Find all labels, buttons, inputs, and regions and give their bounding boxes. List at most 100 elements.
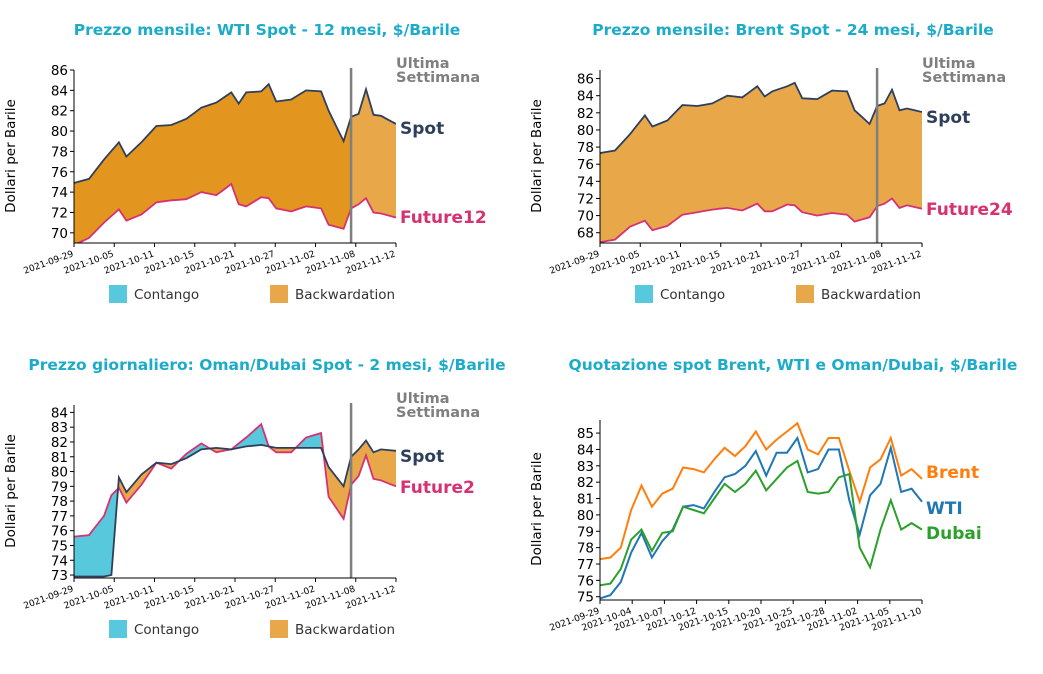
y-tick-label: 79 [577,524,594,540]
backwardation-area [749,85,758,208]
y-axis-label: Dollari per Barile [529,452,545,566]
series-label-brent: Brent [926,463,979,483]
legend-swatch-contango [109,620,127,638]
plot-area [74,422,396,578]
backwardation-area [779,85,788,209]
backwardation-area [388,449,396,487]
y-tick-label: 75 [577,590,594,606]
backwardation-area [223,91,232,191]
series-label-wti: WTI [926,499,963,519]
backwardation-area [260,83,270,199]
backwardation-area [88,168,97,239]
last-week-label-2: Settimana [396,405,480,421]
y-tick-label: 82 [577,106,594,122]
backwardation-area [652,123,661,231]
last-week-label-1: Ultima [396,391,450,407]
backwardation-area [373,448,382,481]
backwardation-area [388,119,396,218]
backwardation-area [283,99,292,212]
backwardation-area [824,90,833,215]
legend-contango: Contango [660,287,725,303]
backwardation-area [380,449,389,484]
backwardation-area [764,90,773,212]
future-label: Future24 [926,200,1013,220]
backwardation-area [861,116,870,220]
y-axis-label: Dollari per Barile [3,99,19,213]
backwardation-area [373,114,382,214]
backwardation-area [335,125,344,230]
y-tick-label: 86 [577,72,594,88]
backwardation-area [163,124,172,202]
legend-swatch-contango [109,285,127,303]
backwardation-area [365,89,374,213]
plot-area [599,421,923,600]
backwardation-area [786,82,796,206]
backwardation-area [719,95,728,210]
backwardation-area [607,150,616,242]
y-tick-label: 86 [51,63,68,79]
y-tick-label: 84 [51,83,68,99]
backwardation-area [126,148,135,222]
series-line-brent [599,421,923,561]
backwardation-area [103,150,112,224]
backwardation-area [268,84,277,210]
y-tick-label: 79 [51,479,68,495]
last-week-label-2: Settimana [396,70,480,86]
y-tick-label: 80 [51,465,68,481]
future-line [600,197,922,243]
backwardation-area [771,88,781,212]
legend-contango: Contango [134,287,199,303]
backwardation-area [253,91,262,203]
backwardation-area [148,125,157,210]
backwardation-area [600,151,608,243]
backwardation-area [741,91,751,211]
future-label: Future2 [400,478,475,498]
backwardation-area [156,125,165,203]
backwardation-area [831,90,840,215]
y-tick-label: 70 [51,226,68,242]
last-week-label-1: Ultima [396,56,450,72]
backwardation-area [682,104,691,216]
spot-line [600,81,922,154]
backwardation-area [208,102,217,196]
series-line-dubai [599,459,923,587]
future-label: Future12 [400,208,487,228]
backwardation-area [328,110,337,228]
legend-swatch-backwardation [796,285,814,303]
backwardation-area [380,115,389,216]
y-tick-label: 78 [577,140,594,156]
y-tick-label: 80 [577,508,594,524]
legend-backwardation: Backwardation [821,287,921,303]
backwardation-area [216,96,225,196]
backwardation-area [275,100,285,211]
backwardation-area [711,99,721,210]
y-tick-label: 76 [577,157,594,173]
backwardation-area [854,109,863,223]
backwardation-area [81,178,90,242]
axes: 75767778798081828384852021-09-292021-10-… [548,420,923,634]
chart-title: Quotazione spot Brent, WTI e Oman/Dubai,… [569,356,1018,374]
plot-area [74,82,396,243]
y-tick-label: 74 [51,185,68,201]
backwardation-area [899,108,908,209]
y-tick-label: 84 [51,405,68,421]
y-tick-label: 76 [577,573,594,589]
backwardation-area [193,107,202,197]
y-tick-label: 82 [51,435,68,451]
backwardation-area [186,112,195,200]
chart-dubai-2m: Prezzo giornaliero: Oman/Dubai Spot - 2 … [3,356,506,638]
chart-title: Prezzo mensile: Brent Spot - 24 mesi, $/… [592,21,994,39]
backwardation-area [644,114,653,232]
backwardation-area [141,133,150,216]
y-tick-label: 75 [51,538,68,554]
legend-swatch-backwardation [270,620,288,638]
backwardation-area [245,91,254,207]
backwardation-area [313,90,322,209]
chart-spot-comparison: Quotazione spot Brent, WTI e Oman/Dubai,… [529,356,1017,634]
y-tick-label: 82 [577,475,594,491]
backwardation-area [816,94,826,216]
backwardation-area [622,133,631,234]
backwardation-area [794,82,803,213]
backwardation-area [689,105,698,214]
